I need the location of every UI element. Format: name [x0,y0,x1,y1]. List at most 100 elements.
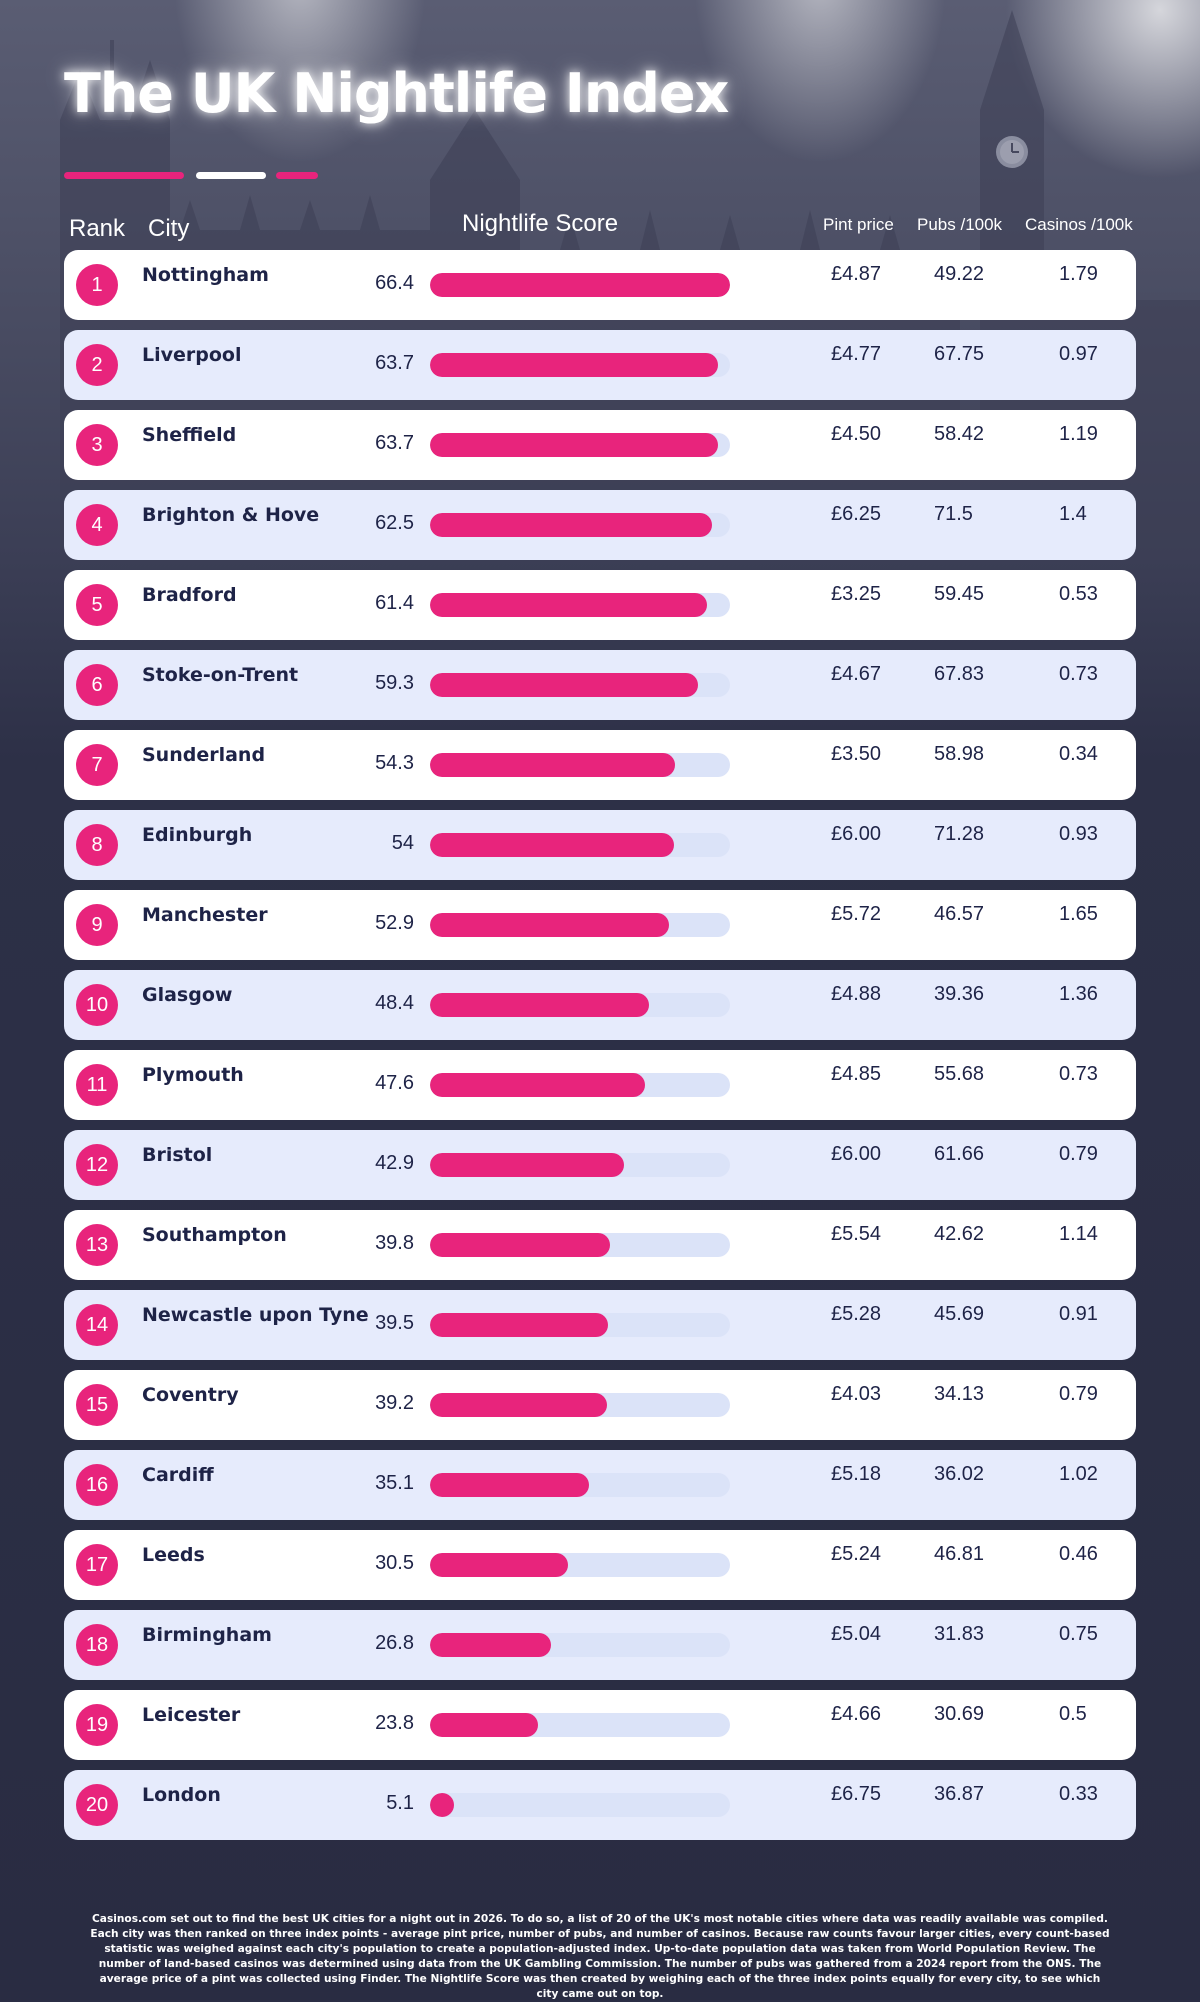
score-bar [430,593,707,617]
header-casinos: Casinos /100k [1025,215,1133,234]
table-row: 12 Bristol 42.9 £6.00 61.66 0.79 [64,1130,1136,1200]
casinos-per-100k: 0.97 [1059,343,1098,365]
pint-price: £5.04 [831,1623,882,1645]
casinos-per-100k: 0.73 [1059,1063,1098,1085]
casinos-per-100k: 0.93 [1059,823,1098,845]
table-row: 16 Cardiff 35.1 £5.18 36.02 1.02 [64,1450,1136,1520]
score-bar [430,433,718,457]
score-bar-track [430,1153,730,1177]
rank-badge: 20 [76,1784,118,1826]
table-row: 10 Glasgow 48.4 £4.88 39.36 1.36 [64,970,1136,1040]
table-row: 8 Edinburgh 54 £6.00 71.28 0.93 [64,810,1136,880]
score-bar-track [430,753,730,777]
city-name: Sunderland [142,744,266,766]
pubs-per-100k: 58.42 [934,423,985,445]
rank-badge: 3 [76,424,118,466]
table-row: 7 Sunderland 54.3 £3.50 58.98 0.34 [64,730,1136,800]
rank-badge: 4 [76,504,118,546]
table-row: 1 Nottingham 66.4 £4.87 49.22 1.79 [64,250,1136,320]
pubs-per-100k: 58.98 [934,743,985,765]
pubs-per-100k: 31.83 [934,1623,985,1645]
pint-price: £4.50 [831,423,882,445]
city-name: Bradford [142,584,237,606]
rank-badge: 19 [76,1704,118,1746]
header-nightlife-score: Nightlife Score [462,210,619,237]
casinos-per-100k: 1.36 [1059,983,1098,1005]
score-label: 63.7 [375,432,414,454]
pint-price: £4.67 [831,663,882,685]
pubs-per-100k: 55.68 [934,1063,985,1085]
pint-price: £4.85 [831,1063,882,1085]
score-bar [430,1553,568,1577]
rank-badge: 16 [76,1464,118,1506]
pubs-per-100k: 59.45 [934,583,985,605]
score-label: 30.5 [375,1552,414,1574]
rank-badge: 10 [76,984,118,1026]
pubs-per-100k: 49.22 [934,263,985,285]
score-label: 63.7 [375,352,414,374]
pint-price: £5.28 [831,1303,882,1325]
rank-badge: 11 [76,1064,118,1106]
score-bar-track [430,273,730,297]
rank-badge: 18 [76,1624,118,1666]
city-name: Leeds [142,1544,205,1566]
score-label: 23.8 [375,1712,414,1734]
methodology-footnote: Casinos.com set out to find the best UK … [90,1913,1110,2000]
table-row: 3 Sheffield 63.7 £4.50 58.42 1.19 [64,410,1136,480]
score-bar-track [430,1233,730,1257]
pint-price: £6.00 [831,823,882,845]
table-row: 19 Leicester 23.8 £4.66 30.69 0.5 [64,1690,1136,1760]
casinos-per-100k: 0.79 [1059,1143,1098,1165]
score-label: 62.5 [375,512,414,534]
header-pint-price: Pint price [823,215,894,234]
score-bar-track [430,1473,730,1497]
table-row: 20 London 5.1 £6.75 36.87 0.33 [64,1770,1136,1840]
score-bar-track [430,1393,730,1417]
casinos-per-100k: 1.19 [1059,423,1098,445]
pint-price: £4.66 [831,1703,882,1725]
pubs-per-100k: 71.5 [934,503,973,525]
casinos-per-100k: 0.53 [1059,583,1098,605]
city-name: Plymouth [142,1064,244,1086]
table-row: 17 Leeds 30.5 £5.24 46.81 0.46 [64,1530,1136,1600]
casinos-per-100k: 0.79 [1059,1383,1098,1405]
pubs-per-100k: 71.28 [934,823,985,845]
table-row: 2 Liverpool 63.7 £4.77 67.75 0.97 [64,330,1136,400]
casinos-per-100k: 0.5 [1059,1703,1087,1725]
casinos-per-100k: 0.33 [1059,1783,1098,1805]
city-name: Stoke-on-Trent [142,664,299,686]
rank-badge: 2 [76,344,118,386]
pubs-per-100k: 45.69 [934,1303,985,1325]
casinos-per-100k: 0.73 [1059,663,1098,685]
table-row: 4 Brighton & Hove 62.5 £6.25 71.5 1.4 [64,490,1136,560]
city-name: Birmingham [142,1624,272,1646]
pint-price: £4.03 [831,1383,882,1405]
score-label: 39.5 [375,1312,414,1334]
city-name: Leicester [142,1704,241,1726]
score-label: 66.4 [375,272,414,294]
pint-price: £5.18 [831,1463,882,1485]
rank-badge: 15 [76,1384,118,1426]
pint-price: £6.25 [831,503,882,525]
pint-price: £5.54 [831,1223,882,1245]
score-bar-track [430,913,730,937]
rank-badge: 14 [76,1304,118,1346]
header-pubs: Pubs /100k [917,215,1003,234]
rank-badge: 13 [76,1224,118,1266]
score-bar [430,273,730,297]
casinos-per-100k: 0.46 [1059,1543,1098,1565]
decorative-line-white [196,172,266,179]
pubs-per-100k: 61.66 [934,1143,985,1165]
casinos-per-100k: 1.14 [1059,1223,1098,1245]
score-label: 59.3 [375,672,414,694]
score-label: 54 [391,832,414,854]
score-bar [430,1153,624,1177]
header-rank: Rank [69,215,126,242]
pint-price: £5.24 [831,1543,882,1565]
score-label: 35.1 [375,1472,414,1494]
casinos-per-100k: 1.79 [1059,263,1098,285]
table-row: 15 Coventry 39.2 £4.03 34.13 0.79 [64,1370,1136,1440]
score-label: 54.3 [375,752,414,774]
score-label: 39.8 [375,1232,414,1254]
score-bar-track [430,993,730,1017]
